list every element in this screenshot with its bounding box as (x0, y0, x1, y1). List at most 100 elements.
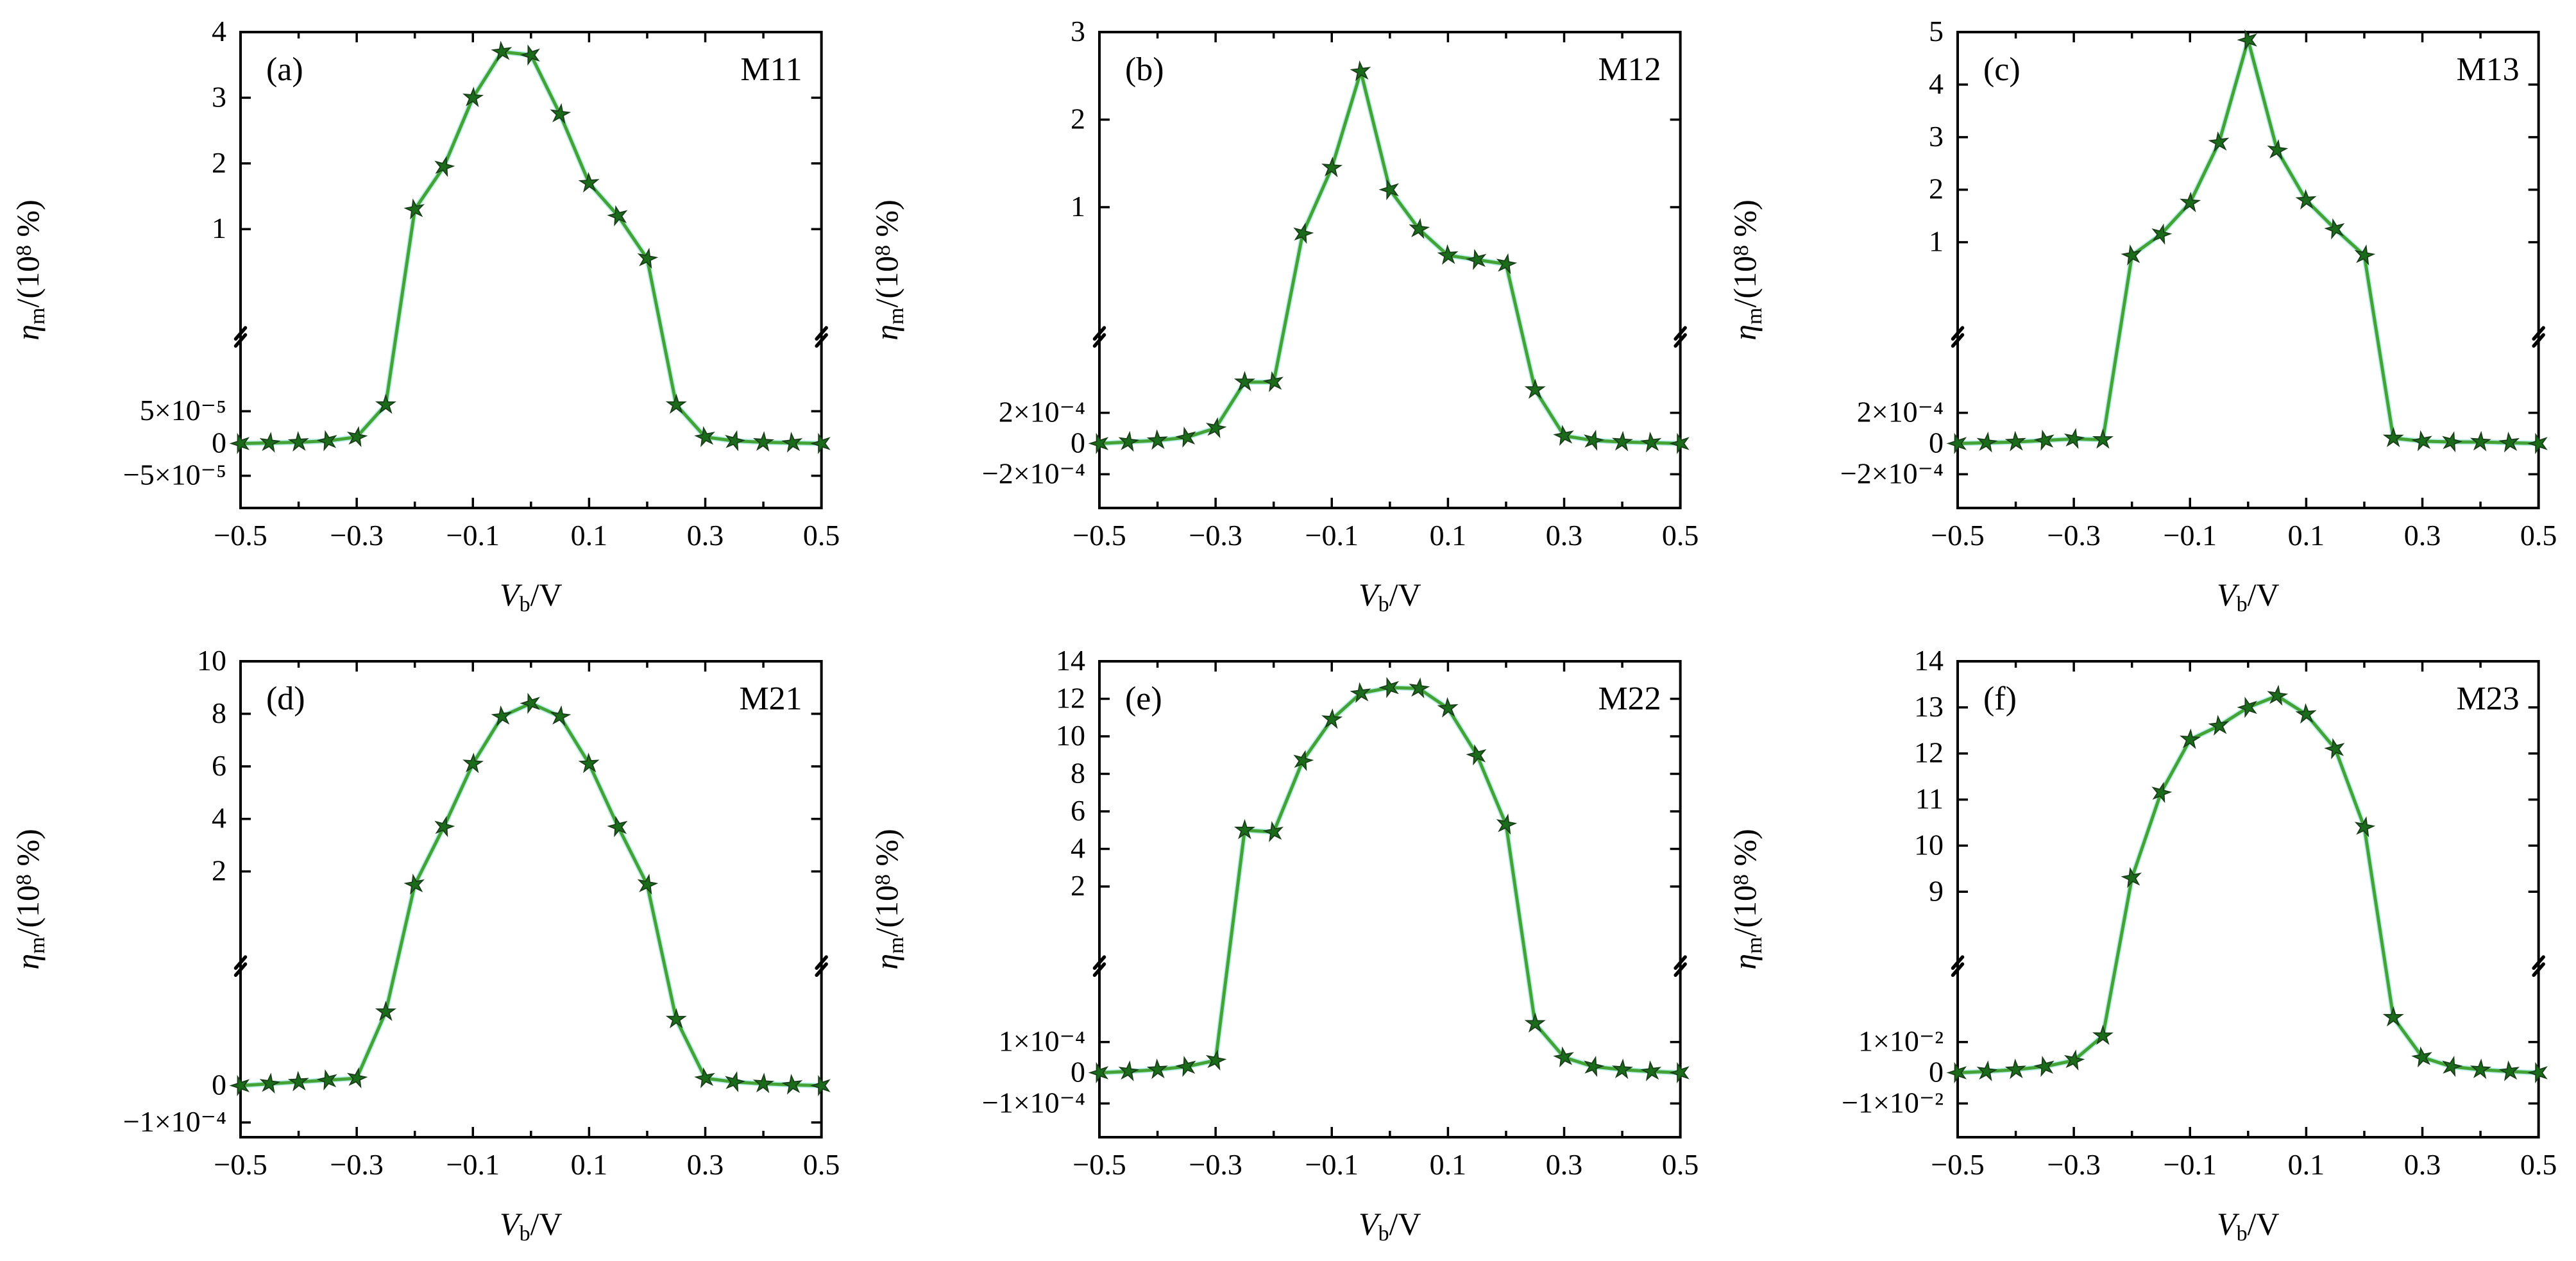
svg-text:(c): (c) (1983, 51, 2021, 88)
svg-text:3: 3 (1071, 15, 1085, 47)
svg-text:5: 5 (1929, 15, 1944, 47)
svg-text:3: 3 (212, 80, 226, 113)
svg-text:−0.1: −0.1 (2164, 519, 2217, 552)
svg-text:0.3: 0.3 (2404, 1147, 2441, 1180)
svg-text:M12: M12 (1598, 51, 1661, 88)
svg-text:0.3: 0.3 (687, 519, 724, 552)
svg-text:0.5: 0.5 (2520, 1147, 2557, 1180)
svg-text:−1×10⁻⁴: −1×10⁻⁴ (981, 1086, 1085, 1119)
svg-text:Vb/V: Vb/V (1359, 577, 1421, 616)
svg-text:(a): (a) (266, 51, 303, 88)
svg-text:0: 0 (212, 1068, 226, 1101)
svg-text:0.5: 0.5 (803, 1147, 840, 1180)
svg-text:−0.3: −0.3 (1189, 519, 1242, 552)
svg-text:11: 11 (1915, 782, 1944, 815)
svg-text:0.1: 0.1 (2288, 519, 2325, 552)
svg-text:0: 0 (1071, 426, 1085, 459)
svg-text:0: 0 (1071, 1055, 1085, 1088)
svg-text:0.5: 0.5 (803, 519, 840, 552)
svg-text:12: 12 (1914, 736, 1944, 768)
svg-text:0.1: 0.1 (2288, 1147, 2325, 1180)
svg-text:−0.3: −0.3 (330, 1147, 383, 1180)
svg-text:ηm/(108 %): ηm/(108 %) (10, 199, 49, 341)
svg-text:0: 0 (1929, 426, 1944, 459)
svg-text:Vb/V: Vb/V (500, 1205, 563, 1245)
svg-text:−0.1: −0.1 (1305, 519, 1358, 552)
svg-text:0.1: 0.1 (571, 1147, 607, 1180)
svg-text:M11: M11 (740, 51, 802, 88)
svg-text:10: 10 (197, 644, 226, 677)
svg-text:(e): (e) (1125, 681, 1162, 717)
svg-text:0.1: 0.1 (1429, 519, 1466, 552)
svg-text:0: 0 (212, 426, 226, 459)
svg-text:8: 8 (212, 696, 226, 729)
svg-text:−0.3: −0.3 (2047, 1147, 2101, 1180)
svg-text:0.1: 0.1 (571, 519, 607, 552)
svg-text:3: 3 (1929, 120, 1944, 153)
svg-text:Vb/V: Vb/V (500, 577, 563, 616)
svg-text:−0.5: −0.5 (1931, 519, 1985, 552)
svg-text:0.3: 0.3 (2404, 519, 2441, 552)
svg-text:−0.5: −0.5 (1072, 1147, 1126, 1180)
svg-text:10: 10 (1056, 719, 1085, 752)
svg-text:−0.3: −0.3 (330, 519, 383, 552)
svg-text:(d): (d) (266, 681, 305, 717)
svg-text:2: 2 (1071, 103, 1085, 135)
svg-text:−2×10⁻⁴: −2×10⁻⁴ (1840, 457, 1944, 489)
svg-text:ηm/(108 %): ηm/(108 %) (1727, 199, 1767, 341)
svg-text:1: 1 (212, 212, 226, 244)
svg-text:1×10⁻⁴: 1×10⁻⁴ (998, 1024, 1085, 1057)
svg-text:M23: M23 (2457, 681, 2520, 717)
svg-text:2: 2 (212, 854, 226, 886)
svg-text:0.5: 0.5 (1662, 1147, 1699, 1180)
svg-text:2: 2 (1071, 869, 1085, 902)
svg-text:−0.1: −0.1 (446, 519, 500, 552)
svg-text:−0.5: −0.5 (214, 519, 267, 552)
svg-text:6: 6 (1071, 794, 1085, 827)
svg-text:13: 13 (1914, 690, 1944, 722)
svg-text:12: 12 (1056, 681, 1085, 714)
svg-text:4: 4 (212, 801, 226, 834)
svg-text:9: 9 (1929, 874, 1944, 907)
svg-text:0.3: 0.3 (687, 1147, 724, 1180)
svg-text:−0.1: −0.1 (446, 1147, 500, 1180)
svg-text:−0.5: −0.5 (1072, 519, 1126, 552)
svg-text:0.3: 0.3 (1545, 1147, 1582, 1180)
svg-text:M21: M21 (739, 681, 802, 717)
svg-text:0.1: 0.1 (1429, 1147, 1466, 1180)
svg-text:ηm/(108 %): ηm/(108 %) (869, 199, 908, 341)
svg-text:(b): (b) (1125, 51, 1164, 88)
svg-text:1: 1 (1929, 225, 1944, 258)
svg-text:6: 6 (212, 749, 226, 781)
svg-text:ηm/(108 %): ηm/(108 %) (10, 829, 49, 970)
svg-text:−1×10⁻²: −1×10⁻² (1842, 1086, 1944, 1119)
svg-text:−0.1: −0.1 (2164, 1147, 2217, 1180)
svg-text:0.5: 0.5 (2520, 519, 2557, 552)
svg-text:ηm/(108 %): ηm/(108 %) (869, 829, 908, 970)
svg-text:1×10⁻²: 1×10⁻² (1858, 1024, 1944, 1057)
svg-text:14: 14 (1056, 644, 1085, 677)
svg-text:0.5: 0.5 (1662, 519, 1699, 552)
svg-text:(f): (f) (1983, 681, 2017, 717)
svg-text:Vb/V: Vb/V (2217, 577, 2280, 616)
svg-text:Vb/V: Vb/V (1359, 1205, 1421, 1245)
svg-text:−2×10⁻⁴: −2×10⁻⁴ (981, 457, 1085, 489)
svg-text:2×10⁻⁴: 2×10⁻⁴ (1857, 396, 1944, 428)
svg-text:4: 4 (1071, 831, 1085, 864)
svg-text:10: 10 (1914, 828, 1944, 861)
svg-text:−5×10⁻⁵: −5×10⁻⁵ (123, 459, 226, 491)
svg-text:−1×10⁻⁴: −1×10⁻⁴ (123, 1105, 226, 1138)
svg-text:−0.5: −0.5 (1931, 1147, 1985, 1180)
svg-text:Vb/V: Vb/V (2217, 1205, 2280, 1245)
svg-text:2×10⁻⁴: 2×10⁻⁴ (998, 396, 1085, 428)
svg-text:4: 4 (1929, 67, 1944, 100)
svg-text:14: 14 (1914, 644, 1944, 677)
svg-text:M22: M22 (1598, 681, 1661, 717)
svg-text:ηm/(108 %): ηm/(108 %) (1727, 829, 1767, 970)
svg-text:−0.1: −0.1 (1305, 1147, 1358, 1180)
svg-text:5×10⁻⁵: 5×10⁻⁵ (140, 394, 226, 427)
svg-text:8: 8 (1071, 756, 1085, 789)
svg-text:1: 1 (1071, 190, 1085, 223)
svg-text:2: 2 (1929, 173, 1944, 205)
svg-text:−0.3: −0.3 (1189, 1147, 1242, 1180)
